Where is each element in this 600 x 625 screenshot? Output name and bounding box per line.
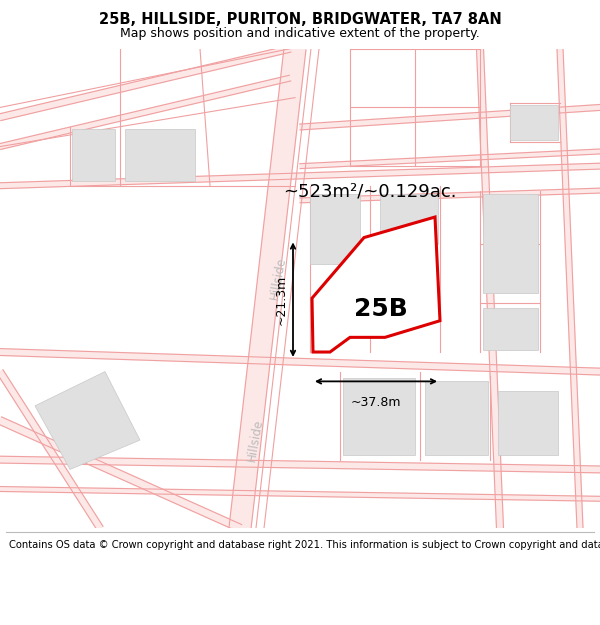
Text: 25B: 25B xyxy=(354,297,408,321)
Polygon shape xyxy=(557,49,583,528)
Polygon shape xyxy=(498,391,558,455)
Text: ~21.3m: ~21.3m xyxy=(275,274,288,325)
Polygon shape xyxy=(72,129,115,181)
Polygon shape xyxy=(312,217,440,352)
Polygon shape xyxy=(0,370,103,530)
Polygon shape xyxy=(0,46,291,121)
Polygon shape xyxy=(300,104,600,130)
Polygon shape xyxy=(256,48,319,529)
Text: Map shows position and indicative extent of the property.: Map shows position and indicative extent… xyxy=(120,27,480,40)
Text: Hillside: Hillside xyxy=(245,418,265,462)
Polygon shape xyxy=(510,104,558,140)
Polygon shape xyxy=(476,49,503,528)
Text: Contains OS data © Crown copyright and database right 2021. This information is : Contains OS data © Crown copyright and d… xyxy=(9,540,600,550)
Polygon shape xyxy=(229,48,306,529)
Polygon shape xyxy=(35,372,140,469)
Polygon shape xyxy=(0,417,242,532)
Polygon shape xyxy=(0,349,600,375)
Polygon shape xyxy=(125,129,195,181)
Polygon shape xyxy=(343,379,415,455)
Polygon shape xyxy=(483,308,538,350)
Polygon shape xyxy=(0,486,600,501)
Polygon shape xyxy=(0,456,600,473)
Polygon shape xyxy=(380,194,438,244)
Text: Hillside: Hillside xyxy=(268,256,288,301)
Polygon shape xyxy=(425,381,488,455)
Text: ~523m²/~0.129ac.: ~523m²/~0.129ac. xyxy=(283,182,457,201)
Text: ~37.8m: ~37.8m xyxy=(351,396,401,409)
Polygon shape xyxy=(483,194,538,293)
Polygon shape xyxy=(0,163,600,189)
Text: 25B, HILLSIDE, PURITON, BRIDGWATER, TA7 8AN: 25B, HILLSIDE, PURITON, BRIDGWATER, TA7 … xyxy=(98,12,502,27)
Polygon shape xyxy=(310,194,360,264)
Polygon shape xyxy=(0,75,291,149)
Polygon shape xyxy=(300,188,600,203)
Polygon shape xyxy=(300,149,600,169)
